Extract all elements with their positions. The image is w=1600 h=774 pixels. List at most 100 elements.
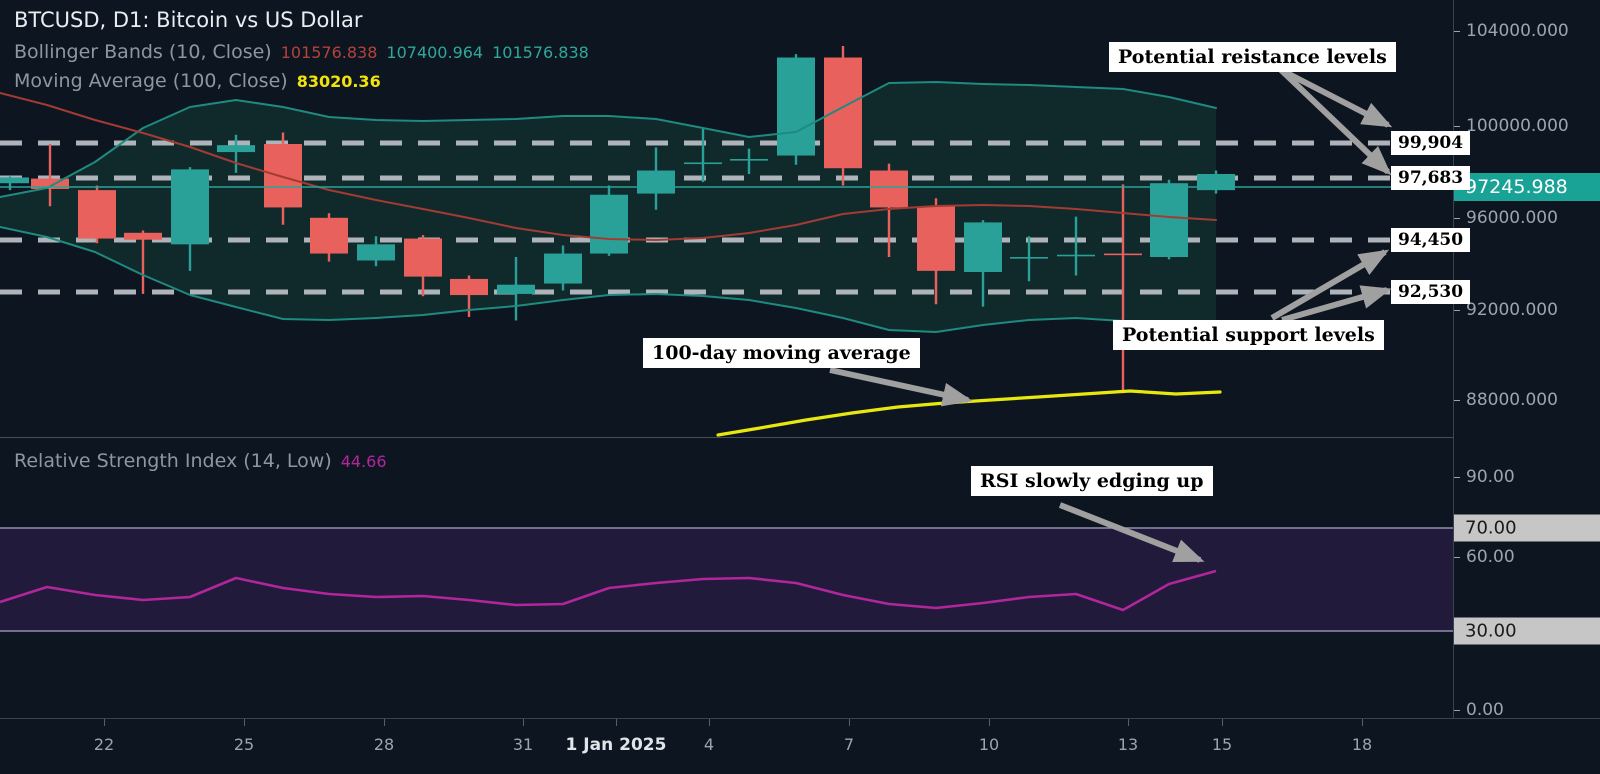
last-price-badge[interactable]: 97245.988 — [1454, 173, 1600, 201]
time-tick — [1362, 719, 1363, 726]
price-plot — [0, 45, 1453, 437]
candle-body — [171, 169, 209, 245]
candle-body — [590, 194, 628, 254]
candle-body — [264, 144, 302, 208]
time-axis-label: 28 — [373, 735, 395, 754]
time-tick — [709, 719, 710, 726]
candle-body — [1010, 257, 1048, 259]
axis-tick — [1454, 710, 1460, 711]
time-tick — [989, 719, 990, 726]
level-tag-resistance-2[interactable]: 97,683 — [1391, 166, 1471, 190]
price-axis-label: 90.00 — [1466, 467, 1515, 487]
axis-tick — [1454, 477, 1460, 478]
price-axis-label: 100000.000 — [1466, 116, 1569, 136]
candle-body — [1197, 173, 1235, 191]
bollinger-basis-value: 101576.838 — [492, 43, 589, 62]
bollinger-lower-line — [0, 226, 1217, 335]
candle-body — [78, 190, 116, 239]
arrow-to-support-1 — [1270, 249, 1390, 321]
candle-body — [310, 217, 348, 254]
time-axis-label: 10 — [978, 735, 1000, 754]
moving-average-value: 83020.36 — [296, 72, 381, 91]
price-axis-label: 104000.000 — [1466, 21, 1569, 41]
time-axis-label: 4 — [703, 735, 715, 754]
candle-body — [0, 177, 29, 184]
candle-body — [870, 170, 908, 208]
candle-body — [777, 57, 815, 156]
time-axis-label: 15 — [1211, 735, 1233, 754]
candle-body — [124, 232, 162, 240]
time-tick — [104, 719, 105, 726]
legend-row-moving-average[interactable]: Moving Average (100, Close) 83020.36 — [14, 72, 589, 91]
level-tag-support-2[interactable]: 92,530 — [1391, 280, 1471, 304]
chart-legend: BTCUSD, D1: Bitcoin vs US Dollar Bolling… — [14, 8, 589, 101]
support-callout[interactable]: Potential support levels — [1113, 320, 1384, 350]
time-tick — [849, 719, 850, 726]
moving-average-label: Moving Average (100, Close) — [14, 70, 288, 92]
axis-tick — [1454, 310, 1460, 311]
candle-body — [964, 222, 1002, 273]
rsi-label: Relative Strength Index (14, Low) — [14, 450, 332, 472]
candle-body — [684, 162, 722, 165]
rsi-plot — [0, 502, 1453, 632]
axis-tick — [1454, 218, 1460, 219]
time-tick — [1128, 719, 1129, 726]
time-axis-label: 7 — [843, 735, 855, 754]
time-tick — [244, 719, 245, 726]
rsi-callout[interactable]: RSI slowly edging up — [971, 466, 1213, 496]
candle-body — [357, 244, 395, 261]
rsi-legend: Relative Strength Index (14, Low) 44.66 — [14, 452, 387, 481]
candle-body — [1057, 254, 1095, 257]
rsi-line — [0, 569, 1217, 612]
axis-tick — [1454, 31, 1460, 32]
price-axis-label: 96000.000 — [1466, 208, 1558, 228]
arrow-to-resistance-2 — [1278, 67, 1392, 176]
panel-divider — [0, 437, 1453, 438]
rsi-level-badge[interactable]: 70.00 — [1454, 514, 1600, 542]
resistance-callout[interactable]: Potential reistance levels — [1109, 42, 1396, 72]
level-tag-resistance-1[interactable]: 99,904 — [1391, 131, 1471, 155]
time-axis-label: 22 — [93, 735, 115, 754]
candle-body — [497, 284, 535, 294]
bollinger-label: Bollinger Bands (10, Close) — [14, 41, 272, 63]
time-axis[interactable]: 22 25 28 31 1 Jan 2025 4 7 10 13 15 18 — [0, 718, 1600, 774]
arrow-to-resistance-1 — [1279, 67, 1393, 128]
rsi-value: 44.66 — [340, 452, 387, 471]
rsi-level-badge[interactable]: 30.00 — [1454, 617, 1600, 645]
legend-row-bollinger[interactable]: Bollinger Bands (10, Close) 101576.838 1… — [14, 43, 589, 62]
price-axis[interactable]: 104000.000 100000.000 96000.000 92000.000 88… — [1453, 0, 1600, 720]
time-axis-label: 1 Jan 2025 — [565, 735, 667, 755]
axis-tick — [1454, 126, 1460, 127]
time-tick — [616, 719, 617, 726]
arrow-to-rsi — [1058, 502, 1205, 563]
candle-body — [31, 178, 69, 189]
candle-body — [917, 206, 955, 271]
candle-body — [730, 158, 768, 161]
ma-callout[interactable]: 100-day moving average — [643, 338, 920, 368]
price-axis-label: 88000.000 — [1466, 390, 1558, 410]
price-axis-label: 92000.000 — [1466, 300, 1558, 320]
arrow-to-support-2 — [1281, 285, 1392, 323]
candle-body — [217, 145, 255, 153]
time-tick — [384, 719, 385, 726]
candle-body — [1150, 183, 1188, 258]
candle-body — [824, 57, 862, 169]
price-panel[interactable] — [0, 0, 1453, 437]
price-axis-label: 60.00 — [1466, 547, 1515, 567]
time-axis-label: 31 — [512, 735, 534, 754]
level-tag-support-1[interactable]: 94,450 — [1391, 228, 1471, 252]
time-axis-label: 18 — [1351, 735, 1373, 754]
axis-tick — [1454, 557, 1460, 558]
candle-body — [1104, 253, 1142, 256]
arrow-to-moving-average — [829, 367, 973, 407]
legend-row-rsi[interactable]: Relative Strength Index (14, Low) 44.66 — [14, 452, 387, 471]
candle-body — [404, 238, 442, 277]
moving-average-100-line — [716, 389, 1222, 437]
time-tick — [1222, 719, 1223, 726]
bollinger-upper-value: 107400.964 — [386, 43, 484, 62]
page-title: BTCUSD, D1: Bitcoin vs US Dollar — [14, 8, 363, 32]
time-axis-label: 25 — [233, 735, 255, 754]
candle-body — [544, 253, 582, 284]
candle-body — [450, 278, 488, 296]
